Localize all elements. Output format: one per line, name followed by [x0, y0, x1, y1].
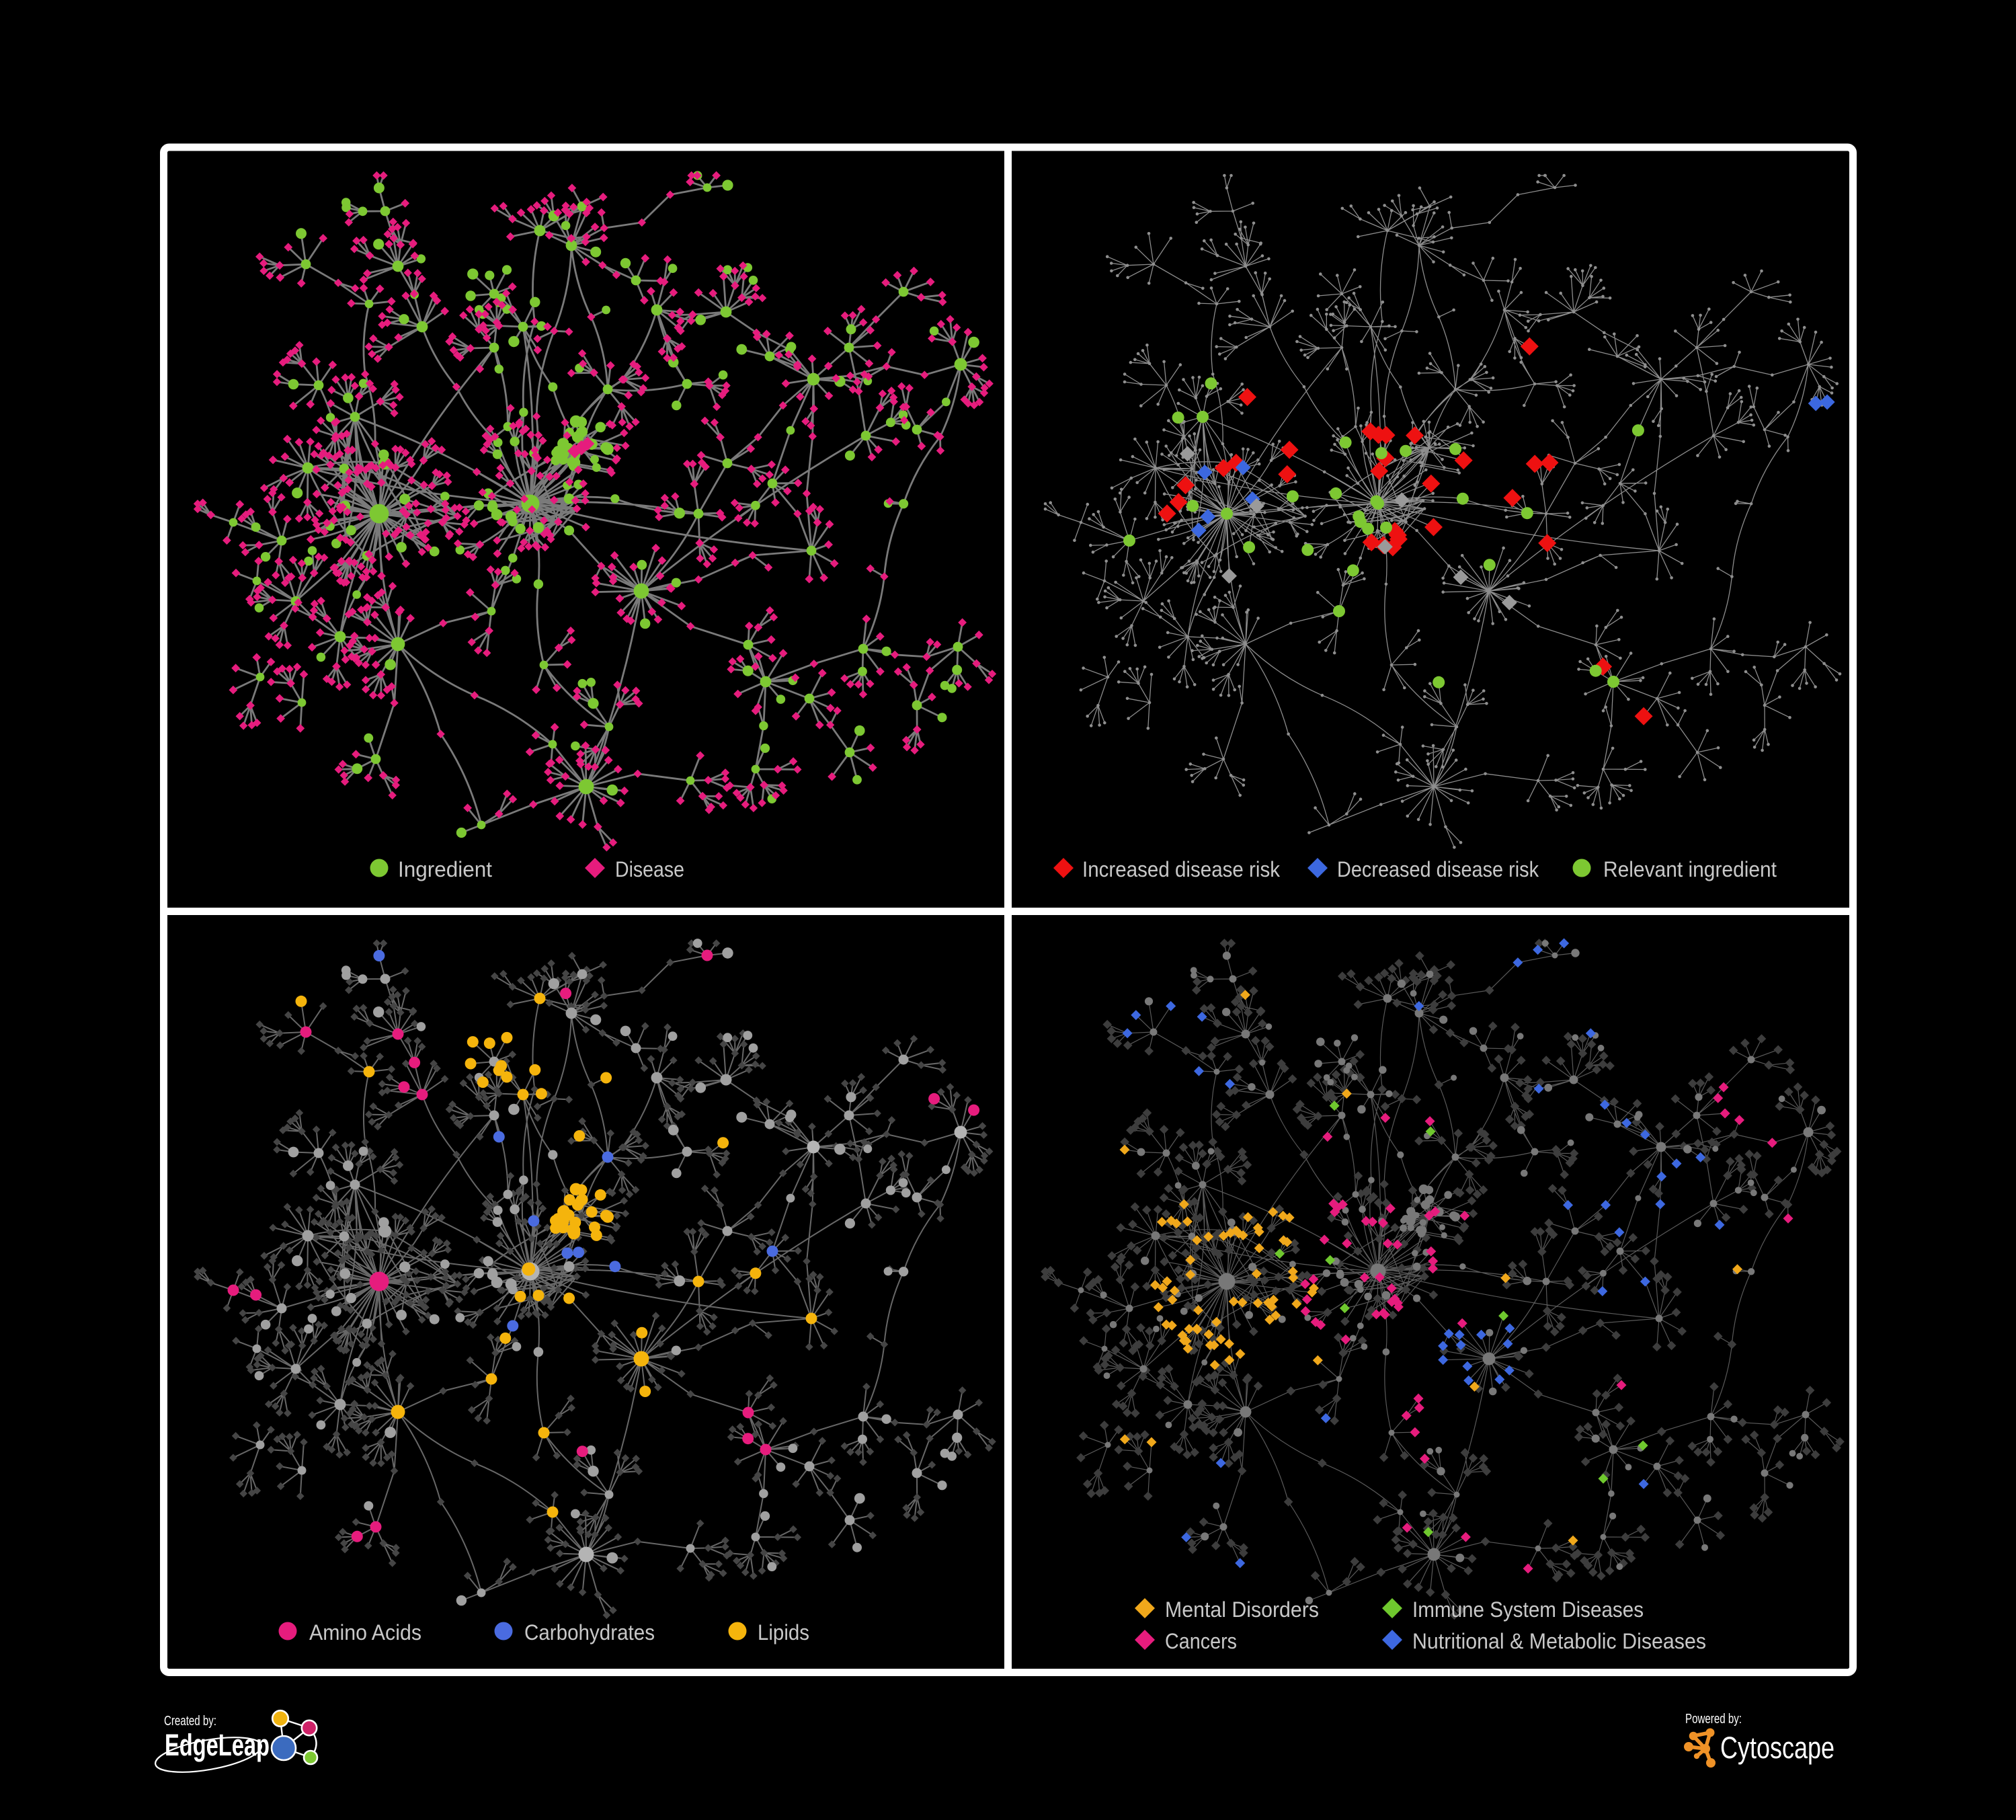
svg-text:Cytoscape: Cytoscape: [1720, 1731, 1834, 1765]
svg-text:EdgeLeap: EdgeLeap: [165, 1728, 270, 1762]
svg-text:Disease: Disease: [615, 857, 684, 881]
svg-text:Carbohydrates: Carbohydrates: [524, 1620, 655, 1645]
svg-text:Amino Acids: Amino Acids: [309, 1620, 421, 1645]
svg-text:Lipids: Lipids: [758, 1620, 809, 1645]
svg-text:Ingredient: Ingredient: [398, 857, 492, 881]
svg-text:Relevant ingredient: Relevant ingredient: [1603, 857, 1777, 881]
svg-text:Decreased disease risk: Decreased disease risk: [1337, 857, 1539, 881]
svg-text:Nutritional & Metabolic Diseas: Nutritional & Metabolic Diseases: [1412, 1629, 1706, 1653]
svg-text:Increased disease risk: Increased disease risk: [1082, 857, 1281, 881]
svg-text:Mental Disorders: Mental Disorders: [1165, 1597, 1319, 1622]
svg-text:Immune System Diseases: Immune System Diseases: [1412, 1597, 1644, 1622]
svg-text:Powered by:: Powered by:: [1685, 1712, 1742, 1727]
svg-text:Created by:: Created by:: [164, 1714, 216, 1729]
svg-text:Cancers: Cancers: [1165, 1629, 1237, 1653]
